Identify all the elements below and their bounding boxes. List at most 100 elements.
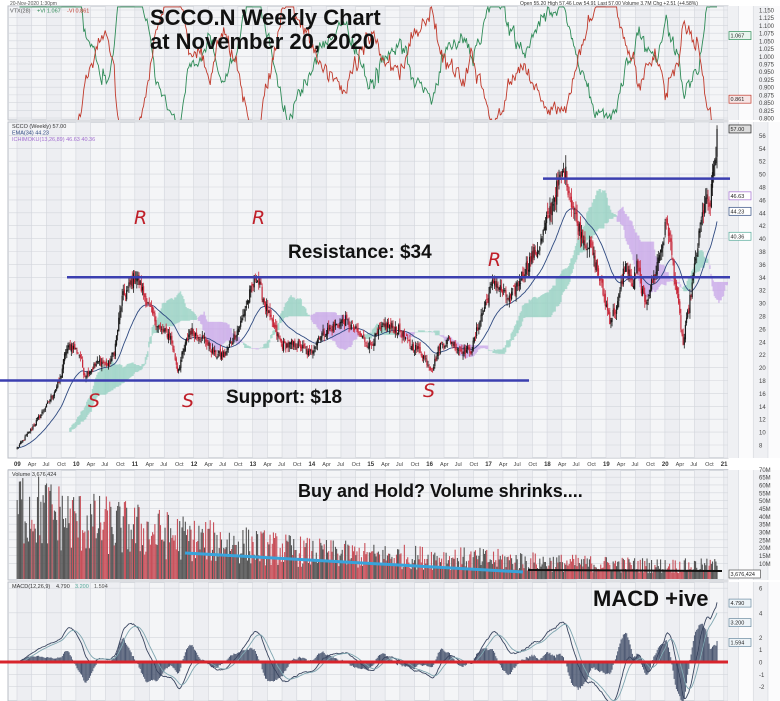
cloud-segment [534,296,536,318]
candle-body [322,329,324,332]
candle-body [553,197,556,202]
candle-body [520,283,522,284]
volume-bar [470,551,472,579]
grid-stripe [576,6,592,120]
candle-body [149,306,151,307]
cloud-segment [137,365,140,372]
candle-body [294,340,296,348]
x-tick-month: Oct [293,462,302,468]
cloud-segment [682,287,684,289]
candle-body [194,332,197,336]
cloud-segment [93,380,96,401]
candle-body [470,351,472,355]
cloud-segment [680,287,683,288]
volume-bar [681,571,683,579]
volume-bar [652,572,654,579]
volume-bar [181,527,183,579]
candle-body [417,346,419,350]
volume-bar [304,547,306,579]
cloud-segment [490,350,492,352]
volume-bar [597,568,600,579]
candle-body [702,210,705,214]
volume-bar [464,566,466,579]
volume-note: Buy and Hold? Volume shrinks.... [298,481,583,501]
candle-body [418,344,420,349]
candle-body [669,232,671,236]
volume-bar [26,537,28,579]
volume-bar [70,547,72,579]
candle-body [301,346,303,349]
candle-body [637,260,639,268]
volume-bar [389,553,391,579]
volume-bar [411,559,413,579]
cloud-segment [615,215,617,217]
cloud-segment [518,315,520,330]
cloud-segment [441,335,444,337]
volume-bar [143,528,145,579]
macd-tag-box [728,618,752,627]
candle-body [164,328,166,332]
volume-bar [297,566,299,579]
candle-body [50,395,52,402]
vi-legend-minus: -VI 0.861 [67,9,89,15]
candle-body [26,433,28,436]
candle-body [286,343,288,348]
volume-bar [234,544,236,579]
price-tick-label: 46 [759,198,766,204]
candle-body [570,196,573,208]
cloud-segment [621,207,623,226]
cloud-segment [303,307,306,317]
cloud-segment [198,315,201,322]
candle-body [317,337,320,339]
cloud-segment [245,344,247,348]
grid-stripe [193,582,209,701]
cloud-segment [298,299,300,317]
cloud-segment [324,312,326,336]
cloud-segment [687,277,690,290]
macd-legend-histogram: 1.594 [94,584,108,590]
volume-bar [454,549,456,579]
candle-body [600,278,602,280]
volume-bar [65,518,67,579]
candle-body [452,344,454,346]
candle-body [704,203,706,214]
candle-body [583,240,585,246]
volume-bar [378,554,381,579]
cloud-segment [121,365,123,384]
cloud-segment [168,299,170,327]
volume-bar [270,564,272,579]
cloud-segment [434,330,437,336]
cloud-segment [145,354,148,360]
cloud-segment [132,362,134,376]
volume-bar [64,527,66,579]
price-tick-label: 50 [759,173,766,179]
candle-body [148,302,150,304]
candle-body [199,337,201,341]
volume-bar [232,544,234,579]
candle-body [588,239,591,250]
grid-stripe [753,122,768,458]
cloud-segment [398,334,401,337]
vi-tick-label: 1.075 [759,32,775,38]
candle-body [711,172,714,188]
volume-bar [376,552,378,579]
cloud-segment [139,365,141,371]
candle-body [591,243,593,245]
candle-body [494,281,496,286]
cloud-segment [117,364,120,387]
cloud-segment [343,315,345,350]
cloud-segment [160,308,163,330]
candle-body [474,335,477,338]
volume-bar [375,556,377,579]
candle-body [465,349,468,353]
candle-body [27,432,30,434]
cloud-segment [535,297,537,318]
volume-bar [294,550,296,579]
grid-stripe [75,6,91,120]
macd-tag: 1.594 [731,640,745,646]
volume-bar [521,554,523,579]
volume-bar [699,569,701,579]
cloud-segment [177,293,179,323]
volume-bar [577,557,579,579]
candle-body [531,251,533,265]
